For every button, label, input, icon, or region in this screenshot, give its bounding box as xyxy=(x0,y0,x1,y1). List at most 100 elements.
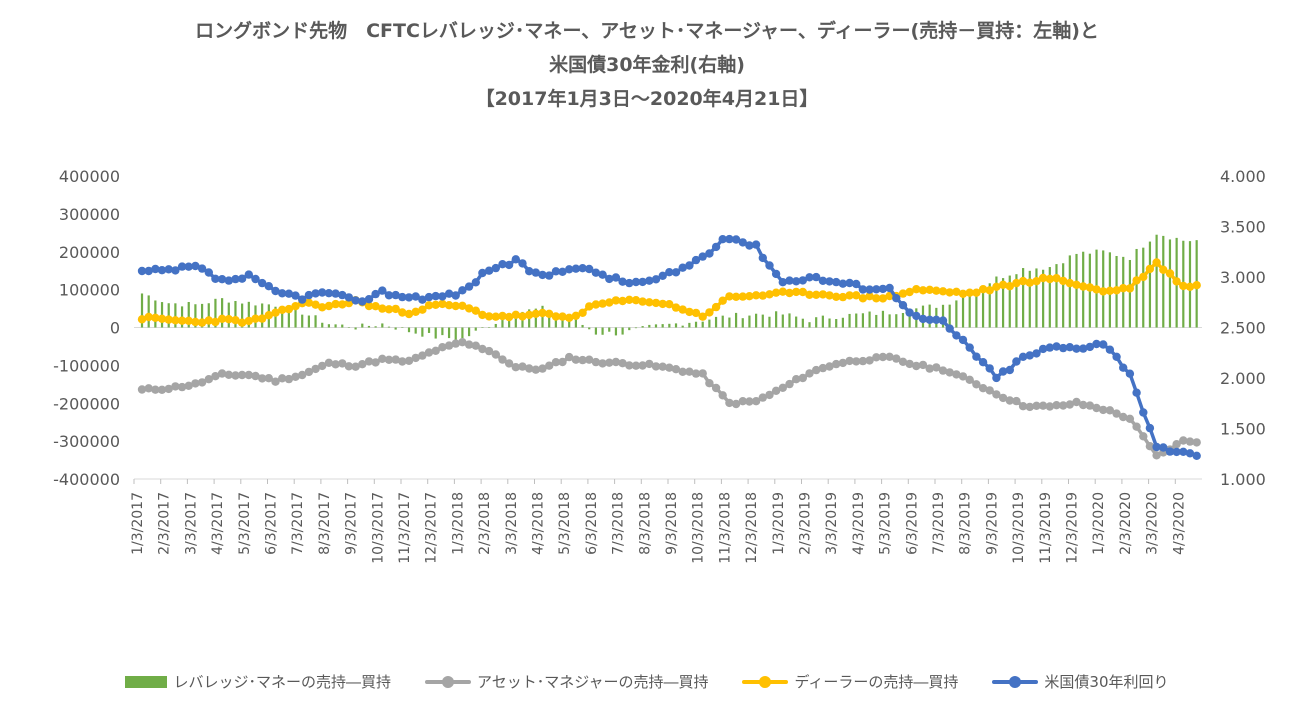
asset-manager-point xyxy=(1139,432,1148,441)
yield-point xyxy=(598,270,607,279)
left-tick-label: -400000 xyxy=(53,470,120,489)
dealer-point xyxy=(1065,278,1075,288)
yield-point xyxy=(898,301,908,310)
asset-manager-point xyxy=(852,357,861,366)
yield-point xyxy=(1139,408,1148,417)
yield-point xyxy=(985,364,994,373)
x-tick-label: 9/3/2018 xyxy=(664,492,680,555)
yield-point xyxy=(978,358,988,367)
dealer-point xyxy=(992,282,1001,291)
asset-manager-point xyxy=(798,373,807,383)
yield-point xyxy=(504,260,514,270)
leveraged-bar xyxy=(761,314,764,328)
x-tick-label: 1/3/2020 xyxy=(1091,492,1107,555)
yield-point xyxy=(905,308,914,317)
dealer-point xyxy=(491,312,500,321)
dealer-point xyxy=(905,287,914,297)
asset-manager-point xyxy=(291,372,300,381)
asset-manager-point xyxy=(651,362,661,371)
leveraged-bar xyxy=(628,327,631,331)
legend-item-dealer: ディーラーの売持―買持 xyxy=(742,671,958,692)
x-tick-label: 1/3/2018 xyxy=(450,492,466,555)
leveraged-bar xyxy=(568,316,571,328)
x-tick-label: 1/3/2019 xyxy=(771,492,787,555)
yield-point xyxy=(611,273,621,282)
yield-point xyxy=(444,289,454,298)
dealer-point xyxy=(271,308,280,317)
dealer-point xyxy=(545,309,554,318)
dealer-point xyxy=(444,301,454,310)
yield-point xyxy=(678,263,687,272)
asset-manager-point xyxy=(371,358,380,367)
legend: レバレッジ･マネーの売持―買持 アセット･マネジャーの売持―買持 ディーラーの売… xyxy=(0,671,1294,692)
dealer-point xyxy=(832,292,841,301)
yield-point xyxy=(511,255,520,264)
asset-manager-point xyxy=(391,355,400,364)
x-tick-label: 5/3/2017 xyxy=(237,492,253,555)
leveraged-bar xyxy=(1015,274,1018,328)
yield-point xyxy=(244,270,253,279)
dealer-point xyxy=(978,285,988,294)
leveraged-bar xyxy=(594,327,598,335)
left-tick-label: 400000 xyxy=(59,167,120,186)
asset-manager-point xyxy=(1059,401,1068,410)
dealer-point xyxy=(258,314,267,323)
leveraged-bar xyxy=(341,324,344,328)
yield-point xyxy=(798,276,807,285)
asset-manager-point xyxy=(812,365,821,375)
yield-point xyxy=(251,274,260,284)
dealer-point xyxy=(1038,273,1048,283)
yield-point xyxy=(1032,349,1041,358)
dealer-point xyxy=(231,316,240,325)
leveraged-bar xyxy=(214,298,217,328)
dealer-point xyxy=(191,317,200,327)
dealer-point xyxy=(511,310,520,319)
asset-manager-point xyxy=(751,397,761,406)
dealer-point xyxy=(625,295,634,304)
dealer-point xyxy=(331,299,340,309)
leveraged-bar xyxy=(748,315,751,328)
leveraged-bar xyxy=(1042,269,1045,328)
yield-point xyxy=(945,324,954,333)
yield-point xyxy=(431,291,440,301)
x-tick-label: 12/3/2018 xyxy=(744,492,760,564)
leveraged-bar xyxy=(861,313,865,328)
asset-manager-point xyxy=(1192,438,1201,447)
dealer-point xyxy=(998,280,1008,289)
asset-manager-point xyxy=(451,339,460,348)
asset-manager-point xyxy=(424,348,434,357)
dealer-point xyxy=(638,297,647,306)
dealer-point xyxy=(912,285,921,294)
dealer-point xyxy=(1145,264,1155,274)
dealer-point xyxy=(571,311,581,320)
yield-point xyxy=(204,268,213,277)
asset-manager-point xyxy=(311,364,320,374)
yield-point xyxy=(371,289,380,299)
leveraged-bar xyxy=(868,311,871,328)
legend-item-leveraged: レバレッジ･マネーの売持―買持 xyxy=(125,671,391,692)
yield-point xyxy=(525,267,534,276)
yield-point xyxy=(932,315,941,324)
asset-manager-point xyxy=(1005,396,1014,405)
dealer-point xyxy=(338,300,347,309)
leveraged-bar xyxy=(407,327,411,333)
asset-manager-point xyxy=(1045,402,1055,411)
leveraged-bar xyxy=(975,290,978,328)
right-tick-label: 1.000 xyxy=(1220,470,1266,489)
dealer-point xyxy=(237,318,247,327)
yield-point xyxy=(1165,447,1175,456)
dealer-point xyxy=(164,315,173,324)
asset-manager-point xyxy=(912,361,921,371)
x-tick-label: 6/3/2019 xyxy=(904,492,920,555)
asset-manager-point xyxy=(164,384,173,394)
asset-manager-point xyxy=(244,370,253,380)
yield-point xyxy=(391,290,400,300)
leveraged-bar xyxy=(674,323,678,328)
x-tick-label: 10/3/2017 xyxy=(370,492,386,564)
asset-manager-point xyxy=(137,385,147,394)
asset-manager-point xyxy=(758,393,767,402)
leveraged-bar xyxy=(1075,253,1078,328)
dealer-point xyxy=(718,296,727,305)
leveraged-bar xyxy=(414,327,417,334)
leveraged-bar xyxy=(641,326,644,328)
